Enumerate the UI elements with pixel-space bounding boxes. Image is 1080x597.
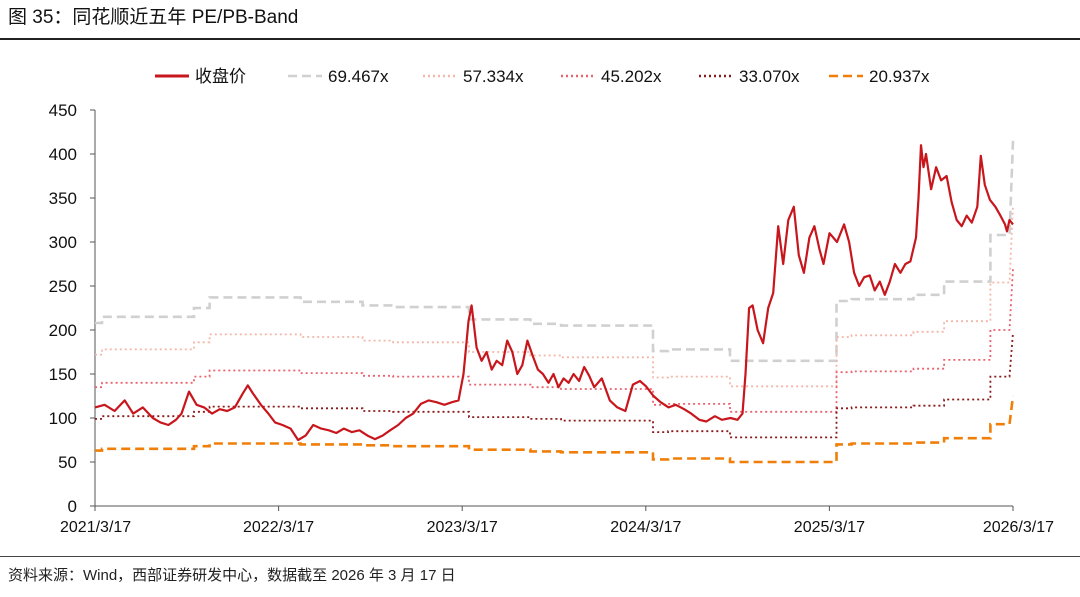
band-line-5 bbox=[95, 395, 1015, 464]
legend-label: 57.334x bbox=[463, 67, 524, 86]
legend-item: 收盘价 bbox=[155, 67, 246, 86]
y-tick-label: 250 bbox=[49, 277, 77, 296]
band-line-1 bbox=[95, 140, 1015, 363]
legend-label: 收盘价 bbox=[195, 67, 246, 86]
band-lines bbox=[95, 140, 1015, 464]
y-tick-label: 400 bbox=[49, 145, 77, 164]
figure-title: 图 35：同花顺近五年 PE/PB-Band bbox=[8, 7, 299, 28]
y-tick-label: 350 bbox=[49, 189, 77, 208]
x-tick-label: 2025/3/17 bbox=[794, 519, 865, 536]
y-tick-label: 100 bbox=[49, 409, 77, 428]
x-tick-label: 2024/3/17 bbox=[610, 519, 681, 536]
y-tick-label: 0 bbox=[68, 497, 77, 516]
x-tick-label: 2026/3/17 bbox=[983, 519, 1054, 536]
band-line-3 bbox=[95, 268, 1014, 413]
y-tick-label: 50 bbox=[58, 453, 77, 472]
y-tick-label: 450 bbox=[49, 101, 77, 120]
legend-item: 45.202x bbox=[561, 67, 662, 86]
y-tick-label: 150 bbox=[49, 365, 77, 384]
x-tick-label: 2023/3/17 bbox=[427, 519, 498, 536]
pe-band-chart: 收盘价 69.467x 57.334x 45.202x 33.070x 20.937x 0… bbox=[49, 67, 1054, 536]
y-tick-label: 300 bbox=[49, 233, 77, 252]
legend-label: 45.202x bbox=[601, 67, 662, 86]
legend-item: 57.334x bbox=[423, 67, 524, 86]
chart-legend: 收盘价 69.467x 57.334x 45.202x 33.070x 20.937x bbox=[155, 67, 930, 86]
chart-axes: 0 50 100 150 200 250 300 350 400 450 2021/3/17 2022… bbox=[49, 101, 1054, 536]
title-rule bbox=[0, 38, 1080, 40]
band-line-2 bbox=[95, 204, 1014, 388]
x-tick-label: 2021/3/17 bbox=[60, 519, 131, 536]
legend-label: 69.467x bbox=[328, 67, 389, 86]
source-note: 资料来源：Wind，西部证券研发中心，数据截至 2026 年 3 月 17 日 bbox=[8, 567, 456, 584]
source-rule bbox=[0, 556, 1080, 557]
x-tick-label: 2022/3/17 bbox=[243, 519, 314, 536]
legend-label: 33.070x bbox=[739, 67, 800, 86]
band-line-4 bbox=[95, 332, 1014, 439]
price-line-group bbox=[94, 144, 1014, 442]
legend-item: 69.467x bbox=[288, 67, 389, 86]
legend-label: 20.937x bbox=[869, 67, 930, 86]
price-line bbox=[94, 144, 1014, 442]
legend-item: 20.937x bbox=[829, 67, 930, 86]
legend-item: 33.070x bbox=[699, 67, 800, 86]
y-tick-label: 200 bbox=[49, 321, 77, 340]
